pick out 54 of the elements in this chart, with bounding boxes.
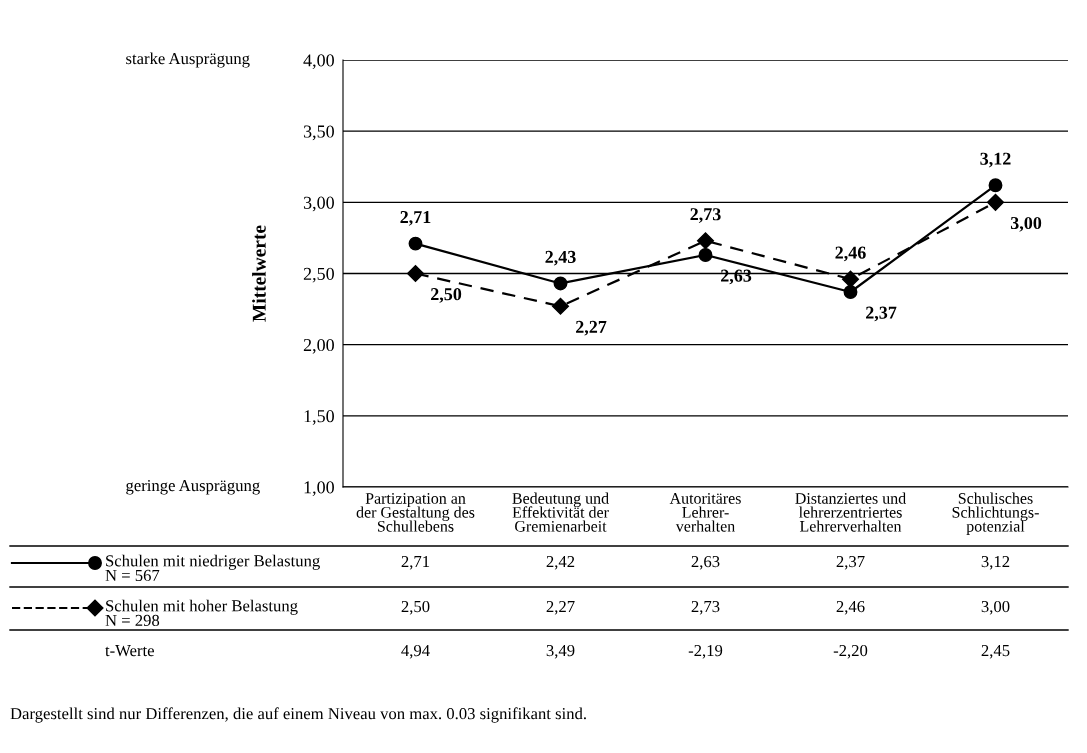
- text: 2,73: [691, 600, 720, 615]
- text: 2,45: [981, 644, 1010, 659]
- point: [843, 285, 858, 299]
- data-label: 2,73: [690, 208, 721, 223]
- text: starke Ausprägung: [126, 52, 250, 68]
- point: [698, 248, 713, 262]
- point: [841, 270, 860, 288]
- data-label: 2,71: [400, 211, 431, 226]
- x-tick-label: Distanziertes und lehrerzentriertes Lehrerverhalten: [795, 492, 906, 532]
- y-tick-label: 2,00: [303, 338, 334, 354]
- data-label: 2,37: [866, 306, 897, 322]
- y-tick-label: 2,50: [303, 267, 334, 283]
- data-label: 2,46: [835, 246, 866, 262]
- text: geringe Ausprägung: [126, 479, 260, 495]
- x-tick-label: Partizipation an der Gestaltung des Schullebens: [356, 493, 475, 532]
- text: Dargestellt sind nur Differenzen, die auf einem Niveau von max. 0.03 signifikant sind.: [10, 707, 586, 723]
- text: t-Werte: [105, 645, 154, 657]
- data-label: 3,12: [980, 152, 1011, 168]
- y-tick-label: 3,00: [303, 196, 334, 212]
- y-tick-label: 1,50: [304, 410, 334, 425]
- point: [986, 193, 1005, 211]
- text: 3,00: [981, 600, 1010, 615]
- legend-label: Schulen mit niedriger Belastung N = 567: [105, 554, 320, 582]
- x-tick-label: Schulisches Schlichtungs- potenzial: [952, 492, 1039, 535]
- text: 2,63: [691, 555, 720, 570]
- point: [553, 276, 568, 291]
- text: 2,42: [546, 555, 575, 570]
- x-tick-label: Autoritäres Lehrer- verhalten: [669, 493, 741, 532]
- text: 4,94: [401, 644, 430, 659]
- text: 2,37: [836, 555, 865, 570]
- point: [551, 297, 570, 315]
- y-tick-label: 4,00: [303, 54, 334, 70]
- text: -2,19: [688, 644, 723, 659]
- point: [988, 178, 1003, 193]
- y-axis-title: Mittelwerte: [252, 225, 266, 322]
- legend-label: Schulen mit hoher Belastung N = 298: [105, 599, 298, 627]
- text: 2,71: [401, 555, 430, 570]
- data-label: 2,43: [545, 250, 576, 266]
- x-tick-label: Bedeutung und Effektivität der Gremienarbeit: [512, 492, 609, 532]
- text: 3,12: [981, 555, 1010, 570]
- data-label: 3,00: [1010, 216, 1042, 232]
- data-label: 2,63: [721, 269, 752, 285]
- data-label: 2,27: [576, 320, 607, 336]
- point: [406, 264, 425, 283]
- text: 2,46: [836, 600, 865, 615]
- point: [696, 232, 715, 250]
- y-tick-label: 1,00: [304, 481, 334, 497]
- data-label: 2,50: [431, 288, 462, 303]
- point: [408, 236, 423, 251]
- text: 3,49: [546, 644, 575, 659]
- text: -2,20: [833, 644, 868, 659]
- text: 2,50: [401, 600, 430, 615]
- y-tick-label: 3,50: [303, 125, 334, 141]
- text: 2,27: [546, 600, 575, 615]
